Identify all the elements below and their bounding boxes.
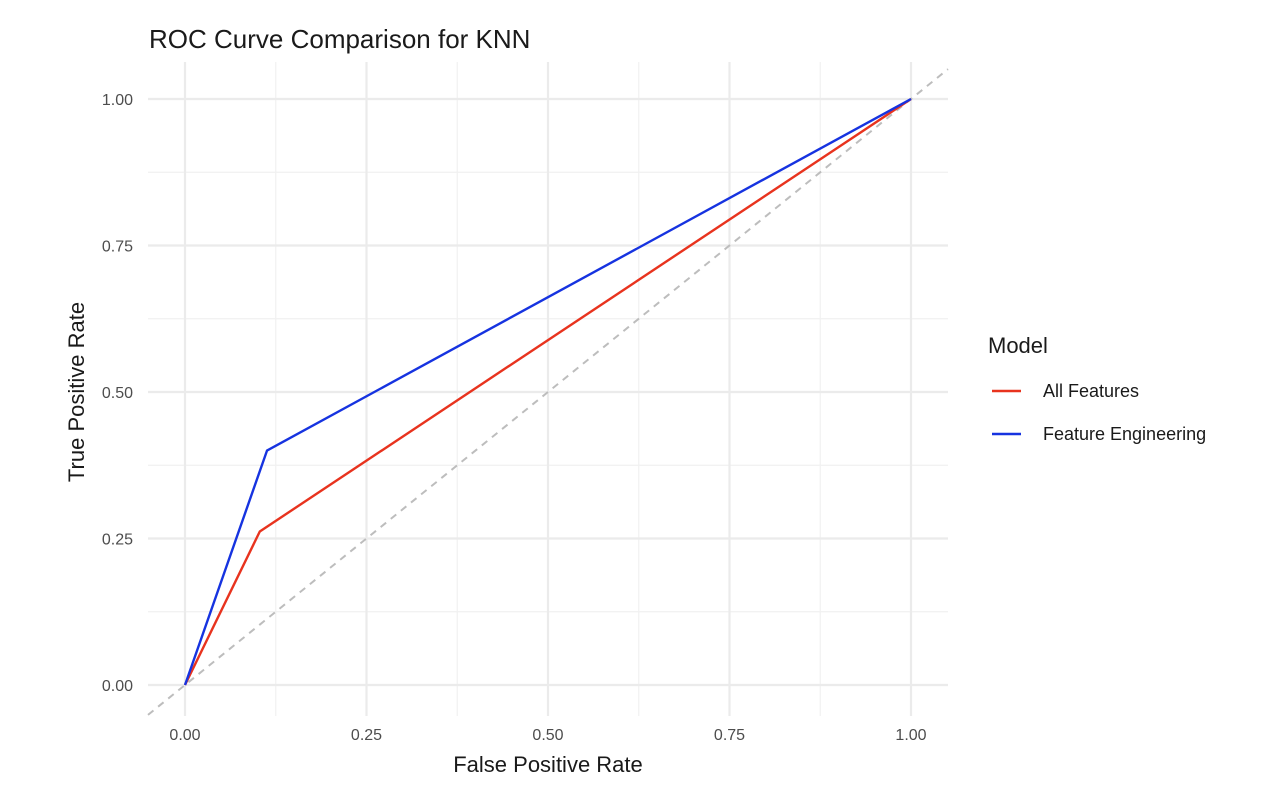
series-line-1 [183,97,912,686]
reference-diagonal-line [147,68,949,716]
x-tick-labels: 0.00 0.25 0.50 0.75 1.00 [169,727,926,744]
x-tick-label: 0.75 [714,727,745,744]
y-tick-label: 0.25 [102,532,133,549]
x-tick-label: 0.25 [351,727,382,744]
y-axis-title: True Positive Rate [64,302,89,482]
y-tick-label: 1.00 [102,92,133,109]
grid-major [148,62,948,716]
chart-title: ROC Curve Comparison for KNN [149,24,530,54]
legend-label-1: Feature Engineering [1043,424,1206,444]
legend-title: Model [988,333,1048,358]
series-layer [183,97,912,686]
x-tick-label: 1.00 [895,727,926,744]
y-tick-label: 0.50 [102,385,133,402]
x-tick-label: 0.00 [169,727,200,744]
y-tick-labels: 0.00 0.25 0.50 0.75 1.00 [102,92,133,695]
reference-line-layer [147,68,949,716]
y-tick-label: 0.75 [102,239,133,256]
legend-items: All Features Feature Engineering [992,381,1206,444]
series-line-0 [183,98,912,686]
y-tick-label: 0.00 [102,678,133,695]
x-tick-label: 0.50 [532,727,563,744]
x-axis-title: False Positive Rate [453,752,643,777]
legend: Model All Features Feature Engineering [988,333,1206,444]
legend-label-0: All Features [1043,381,1139,401]
